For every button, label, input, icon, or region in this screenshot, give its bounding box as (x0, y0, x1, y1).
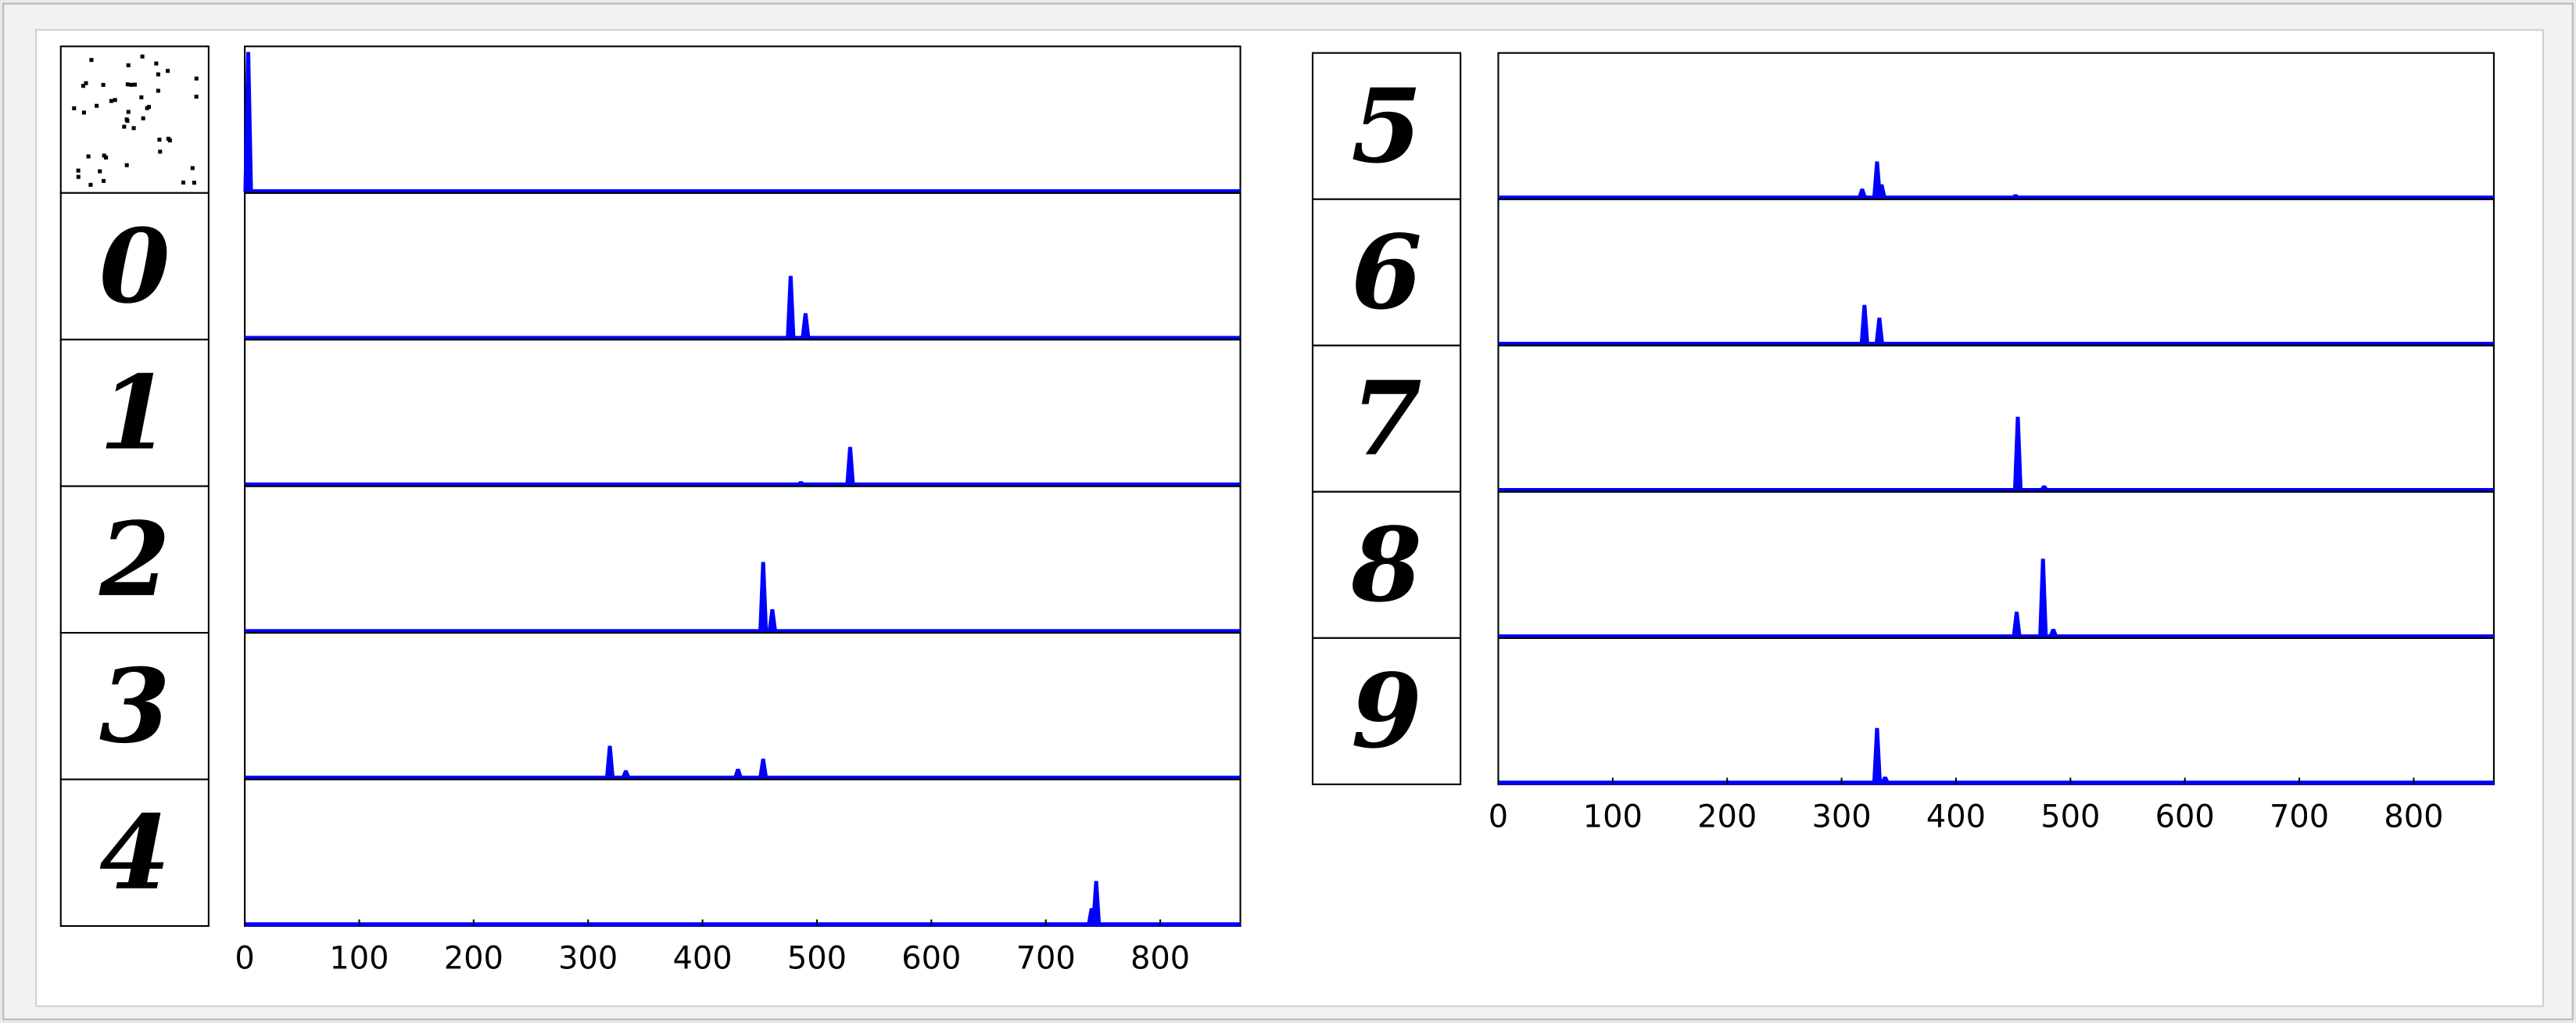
x-tick-label: 400 (1926, 799, 1986, 835)
noise-pixel (102, 83, 106, 87)
noise-pixel (166, 69, 170, 73)
noise-pixel (125, 117, 129, 121)
figure-canvas (36, 30, 2543, 1006)
noise-pixel (167, 137, 170, 141)
noise-pixel (127, 110, 131, 114)
noise-pixel (77, 175, 81, 179)
noise-pixel (147, 105, 151, 109)
image-box (61, 46, 209, 192)
noise-pixel (141, 55, 145, 59)
noise-pixel (191, 166, 195, 170)
noise-pixel (129, 83, 133, 87)
noise-pixel (156, 89, 160, 93)
digit-image: 3 (99, 646, 170, 766)
noise-pixel (158, 149, 162, 153)
noise-pixel (139, 95, 143, 99)
x-tick-label: 200 (1697, 799, 1757, 835)
x-tick-label: 400 (673, 941, 733, 977)
digit-image: 8 (1350, 505, 1422, 625)
spike (769, 337, 777, 339)
x-tick-label: 600 (901, 941, 961, 977)
x-tick-label: 100 (329, 941, 389, 977)
x-tick-label: 700 (1016, 941, 1076, 977)
noise-pixel (89, 58, 93, 62)
digit-image: 9 (1351, 651, 1422, 771)
noise-pixel (127, 63, 131, 67)
noise-pixel (102, 153, 106, 157)
noise-pixel (142, 117, 145, 120)
x-tick-label: 0 (1489, 799, 1508, 835)
digit-image: 7 (1351, 359, 1422, 479)
noise-pixel (82, 110, 86, 114)
x-tick-label: 200 (444, 941, 503, 977)
digit-image: 1 (99, 353, 170, 472)
noise-pixel (156, 73, 160, 77)
noise-pixel (181, 181, 185, 185)
digit-image: 2 (99, 500, 170, 619)
noise-pixel (113, 98, 117, 102)
figure-window: 0 1 2 3 4 0 100 200 300 400 500 600 700 800 5 6 7 8 9 0 100 2… (0, 0, 2576, 1023)
digit-image: 6 (1351, 213, 1422, 332)
digit-image: 5 (1351, 66, 1422, 186)
noise-pixel (122, 125, 126, 129)
noise-pixel (195, 95, 199, 99)
noise-pixel (95, 104, 99, 108)
noise-pixel (84, 81, 88, 85)
x-tick-label: 300 (1812, 799, 1872, 835)
x-tick-label: 800 (1130, 941, 1190, 977)
noise-pixel (87, 154, 91, 158)
digit-image: 4 (99, 793, 170, 913)
x-tick-label: 100 (1583, 799, 1643, 835)
x-tick-label: 800 (2384, 799, 2443, 835)
noise-pixel (98, 169, 102, 173)
noise-pixel (192, 181, 196, 185)
x-tick-label: 0 (235, 941, 254, 977)
noise-pixel (77, 169, 81, 173)
noise-pixel (132, 126, 136, 130)
noise-pixel (102, 179, 106, 183)
noise-pixel (195, 77, 199, 81)
x-tick-label: 500 (2040, 799, 2100, 835)
noise-pixel (125, 163, 129, 167)
noise-pixel (157, 138, 161, 142)
x-tick-label: 600 (2155, 799, 2215, 835)
noise-pixel (154, 62, 158, 66)
digit-image: 0 (99, 206, 170, 326)
noise-pixel (72, 106, 76, 110)
x-tick-label: 700 (2270, 799, 2329, 835)
noise-pixel (109, 99, 113, 103)
noise-pixel (126, 82, 130, 86)
noise-pixel (133, 83, 137, 87)
noise-pixel (88, 183, 92, 187)
x-tick-label: 500 (787, 941, 847, 977)
x-tick-label: 300 (558, 941, 618, 977)
